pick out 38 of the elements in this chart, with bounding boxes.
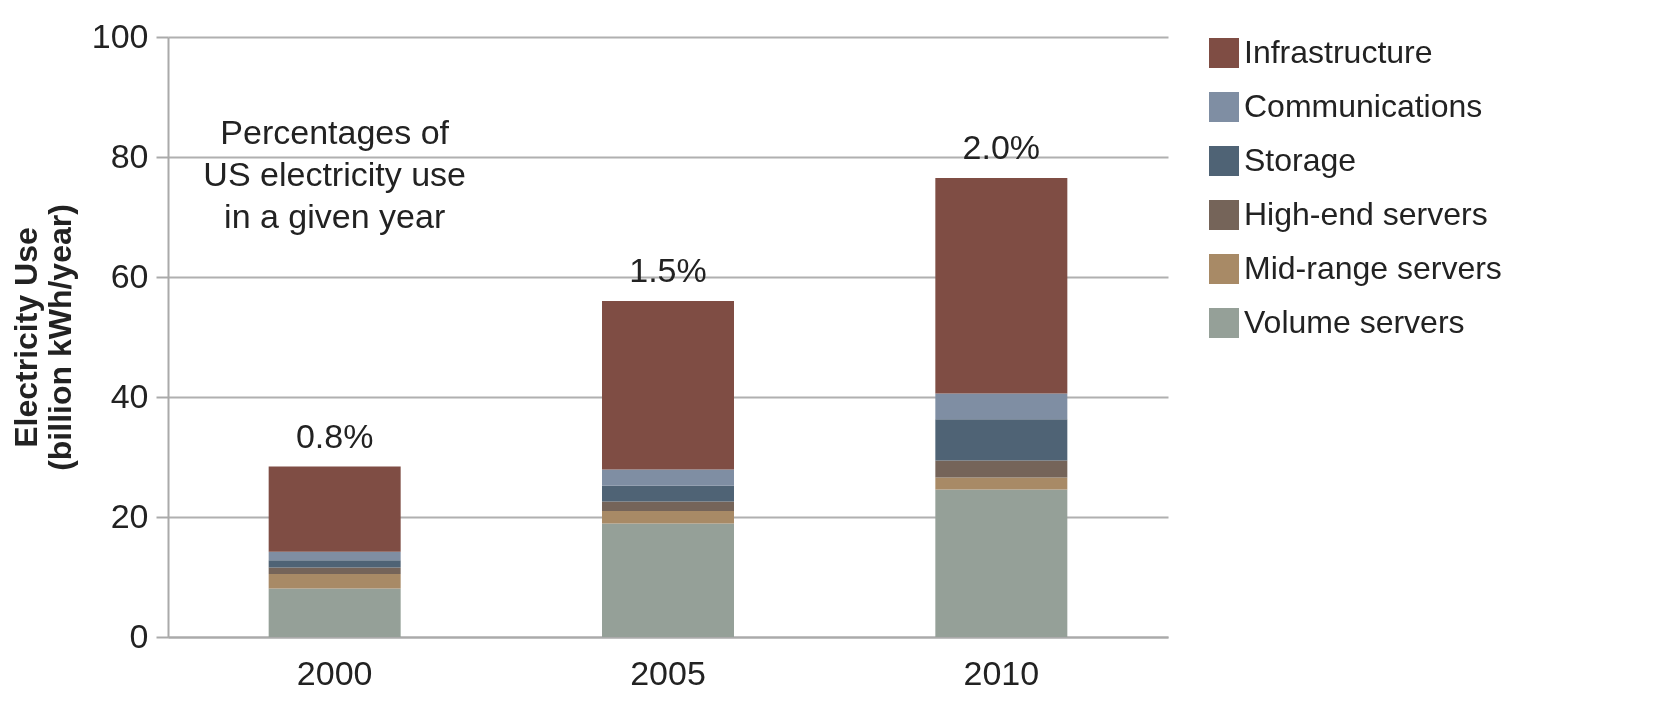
legend-label: Volume servers [1244,304,1465,340]
bar [602,301,734,470]
bar [268,560,401,568]
y-tick-label: 80 [110,136,149,175]
bar [935,419,1068,461]
bar [602,485,734,502]
bar [935,460,1068,478]
annotation: 2.0% [962,128,1041,166]
legend-label: Infrastructure [1244,34,1433,70]
bar [268,574,401,589]
y-tick-label: 100 [91,16,149,55]
legend-label: High-end servers [1244,196,1488,232]
bar [268,466,401,552]
bar [602,501,734,511]
bar [602,523,734,637]
bar [935,178,1068,394]
x-tick-label: 2010 [963,653,1040,692]
annotation: 0.8% [295,416,374,455]
bar [935,393,1068,420]
bar [602,469,734,486]
bar [268,588,401,637]
x-tick-label: 2005 [630,653,706,692]
x-tick-label: 2000 [296,653,373,692]
y-tick-label: 20 [110,496,149,535]
bar [268,551,401,561]
bar [935,477,1068,490]
legend-label: Mid-range servers [1244,250,1502,286]
bar [935,489,1068,637]
legend-label: Communications [1244,88,1483,124]
y-tick-label: 0 [129,616,149,655]
legend-label: Storage [1244,142,1357,178]
y-tick-label: 40 [110,376,149,415]
y-axis-title: Electricity Use (billion kWh/year) [7,204,78,471]
bar [602,511,734,524]
annotation: Percentages of US electricity use in a given year [203,113,466,235]
bar [268,567,401,574]
y-tick-label: 60 [110,256,149,295]
annotation: 1.5% [629,251,707,289]
